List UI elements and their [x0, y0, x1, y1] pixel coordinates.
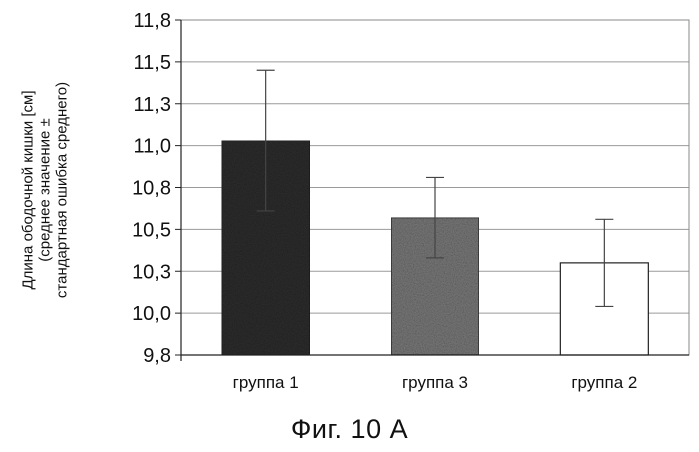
y-tick-label: 11,5: [134, 52, 171, 74]
y-axis-label: Длина ободочной кишки [см] (среднее знач…: [4, 10, 86, 370]
y-axis-label-line-3: стандартная ошибка среднего): [54, 10, 71, 370]
y-tick-labels: 9,8 10,0 10,3 10,5 10,8 11,0 11,3 11,5 11,8: [132, 10, 171, 367]
y-tick-label: 10,0: [132, 303, 171, 325]
y-tick-label: 11,3: [134, 94, 171, 116]
y-tick-label: 9,8: [143, 345, 171, 367]
x-tick-label: группа 1: [233, 373, 299, 392]
y-tick-label: 11,0: [134, 136, 171, 158]
y-tick-label: 10,3: [132, 261, 171, 283]
y-tick-label: 10,5: [132, 219, 171, 241]
y-tick-label: 11,8: [134, 10, 171, 32]
x-tick-labels: группа 1 группа 3 группа 2: [233, 373, 638, 392]
y-tick-label: 10,8: [132, 178, 171, 200]
figure-caption: Фиг. 10 А: [0, 414, 699, 445]
y-axis-label-line-1: Длина ободочной кишки [см]: [20, 10, 37, 370]
x-tick-label: группа 2: [571, 373, 637, 392]
y-axis-label-line-2: (среднее значение ±: [37, 10, 54, 370]
x-tick-label: группа 3: [402, 373, 468, 392]
